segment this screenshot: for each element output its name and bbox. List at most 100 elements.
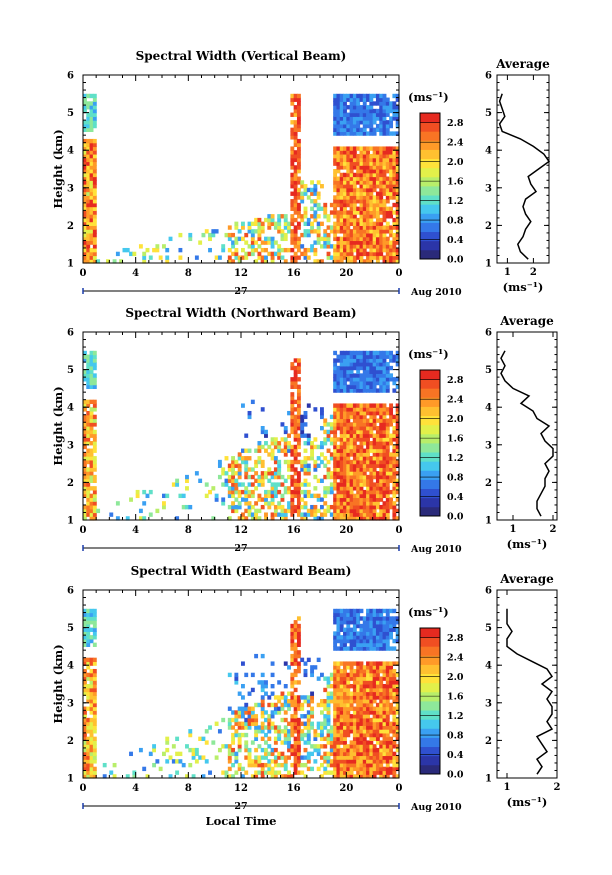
heatmap-cell — [359, 354, 364, 359]
heatmap-cell — [385, 478, 390, 483]
heatmap-cell — [254, 729, 259, 734]
heatmap-cell — [366, 646, 370, 651]
heatmap-cell — [343, 202, 347, 208]
heatmap-cell — [346, 202, 351, 208]
heatmap-cell — [92, 161, 97, 166]
heatmap-cell — [231, 244, 236, 249]
heatmap-cell — [293, 508, 298, 514]
heatmap-cell — [343, 744, 347, 749]
heatmap-cell — [303, 740, 308, 745]
heatmap-cell — [372, 699, 377, 704]
heatmap-cell — [277, 751, 282, 757]
heatmap-cell — [267, 467, 272, 472]
heatmap-cell — [375, 482, 380, 487]
heatmap-cell — [277, 441, 282, 446]
heatmap-cell — [339, 362, 344, 367]
heatmap-cell — [293, 747, 298, 753]
heatmap-cell — [339, 123, 344, 129]
heatmap-cell — [86, 180, 91, 185]
heatmap-cell — [145, 493, 150, 499]
heatmap-cell — [86, 616, 91, 621]
heatmap-cell — [336, 210, 341, 215]
heatmap-cell — [316, 195, 321, 200]
heatmap-cell — [352, 407, 357, 412]
x-tick-label: 4 — [132, 525, 139, 536]
heatmap-cell — [336, 699, 341, 704]
heatmap-cell — [366, 710, 370, 715]
heatmap-cell — [359, 108, 364, 114]
heatmap-cell — [379, 369, 384, 374]
heatmap-cell — [379, 762, 384, 768]
heatmap-cell — [352, 441, 357, 446]
heatmap-cell — [168, 774, 173, 779]
heatmap-cell — [362, 437, 367, 442]
heatmap-cell — [231, 740, 236, 745]
heatmap-cell — [86, 217, 91, 223]
heatmap-cell — [257, 755, 262, 760]
heatmap-cell — [208, 770, 212, 775]
heatmap-cell — [346, 377, 351, 382]
heatmap-cell — [89, 702, 94, 708]
heatmap-cell — [316, 236, 321, 242]
heatmap-cell — [359, 165, 364, 170]
heatmap-cell — [395, 414, 400, 420]
heatmap-cell — [234, 770, 239, 775]
heatmap-cell — [244, 433, 249, 438]
heatmap-cell — [306, 732, 311, 738]
heatmap-cell — [83, 414, 87, 420]
heatmap-cell — [375, 627, 380, 632]
heatmap-cell — [92, 497, 97, 502]
heatmap-cell — [366, 437, 370, 442]
heatmap-cell — [244, 755, 249, 760]
heatmap-cell — [382, 108, 387, 114]
heatmap-cell — [310, 452, 315, 457]
colorbar-segment — [420, 388, 440, 398]
heatmap-cell — [270, 661, 275, 666]
heatmap-cell — [270, 441, 275, 446]
heatmap-cell — [241, 225, 245, 230]
heatmap-cell — [241, 766, 245, 772]
heatmap-cell — [369, 717, 374, 723]
heatmap-cell — [224, 232, 229, 238]
colorbar-tick-label: 1.6 — [447, 692, 464, 703]
heatmap-cell — [89, 407, 94, 412]
heatmap-cell — [83, 161, 87, 166]
heatmap-cell — [382, 127, 387, 132]
heatmap-cell — [375, 354, 380, 359]
heatmap-cell — [392, 482, 397, 487]
heatmap-cell — [346, 463, 351, 468]
heatmap-cell — [293, 232, 298, 238]
heatmap-cell — [362, 93, 367, 99]
heatmap-cell — [142, 489, 147, 495]
heatmap-cell — [339, 676, 344, 681]
heatmap-cell — [372, 770, 377, 775]
heatmap-cell — [362, 165, 367, 170]
heatmap-cell — [293, 426, 298, 431]
heatmap-cell — [379, 627, 384, 632]
heatmap-cell — [296, 146, 301, 151]
heatmap-cell — [83, 508, 87, 514]
colorbar-segment — [420, 379, 440, 389]
heatmap-cell — [339, 482, 344, 487]
x-tick-label: 0 — [396, 525, 403, 536]
heatmap-cell — [372, 169, 377, 174]
heatmap-cell — [336, 691, 341, 696]
heatmap-cell — [339, 403, 344, 408]
heatmap-cell — [92, 448, 97, 453]
heatmap-cell — [296, 142, 301, 148]
heatmap-cell — [359, 687, 364, 693]
heatmap-cell — [83, 354, 87, 359]
heatmap-cell — [224, 482, 229, 487]
heatmap-cell — [277, 244, 282, 249]
heatmap-cell — [329, 414, 334, 420]
heatmap-cell — [346, 259, 351, 264]
heatmap-cell — [349, 744, 354, 749]
heatmap-cell — [389, 751, 394, 757]
heatmap-cell — [280, 232, 285, 238]
heatmap-cell — [92, 210, 97, 215]
heatmap-cell — [395, 403, 400, 408]
heatmap-cell — [392, 508, 397, 514]
heatmap-cell — [83, 407, 87, 412]
heatmap-cell — [293, 740, 298, 745]
heatmap-cell — [83, 187, 87, 193]
